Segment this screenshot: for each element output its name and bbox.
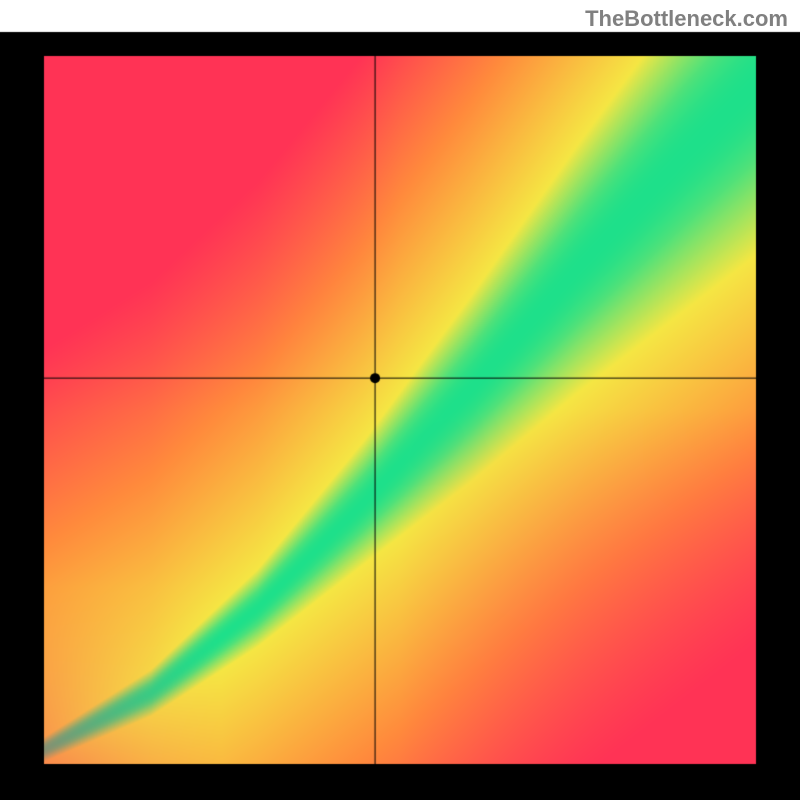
heatmap-chart <box>0 0 800 800</box>
watermark-text: TheBottleneck.com <box>585 6 788 32</box>
